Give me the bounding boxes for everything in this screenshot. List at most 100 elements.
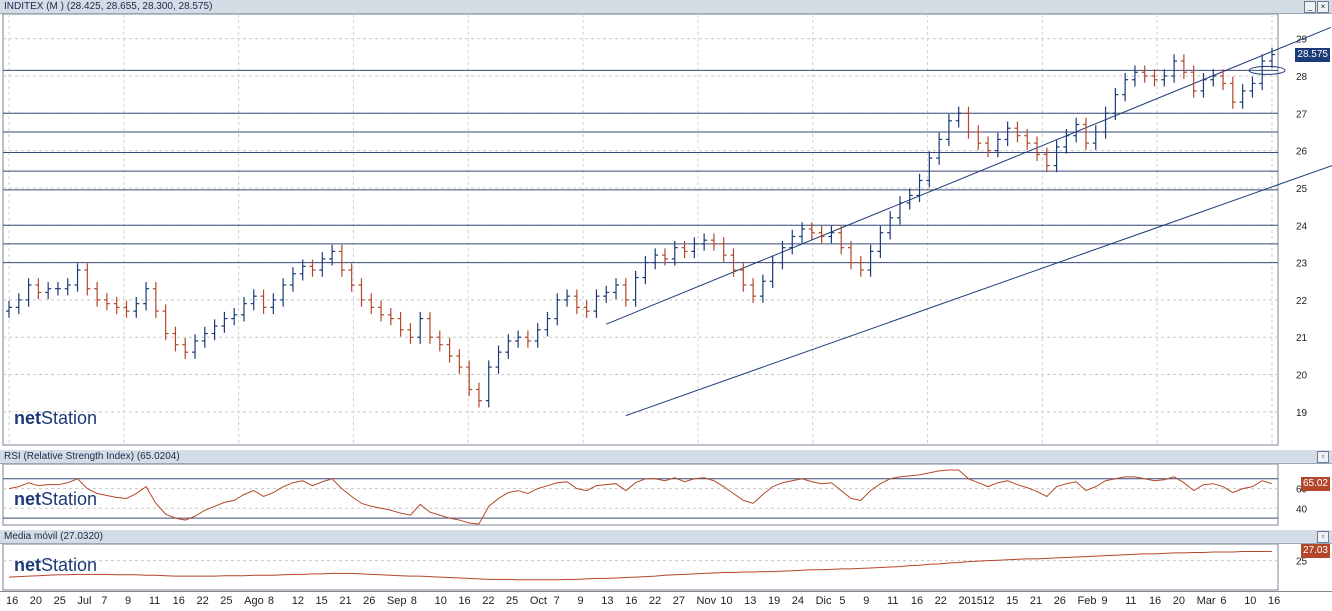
series-line <box>8 550 1273 581</box>
rsi-last-tag: 65.02 <box>1300 476 1330 491</box>
date-axis-label: 16 <box>6 595 19 607</box>
date-axis-label: 10 <box>720 595 733 607</box>
date-axis-label: 19 <box>767 595 781 607</box>
price-y-tick: 22 <box>1296 296 1308 307</box>
date-axis-label: 25 <box>220 595 233 607</box>
ma-panel-title: Media móvil (27.0320) <box>4 531 103 542</box>
date-axis-label: 25 <box>53 595 66 607</box>
date-axis-label: 7 <box>101 595 108 607</box>
date-axis: 16 20 25 Jul 7 9 11 16 22 25 Ago 8 12 15 21 26 Sep 8 10 16 2… <box>0 591 1332 611</box>
date-axis-label: 8 <box>267 595 275 607</box>
price-panel-title: INDITEX (M ) (28.425, 28.655, 28.300, 28… <box>4 1 213 12</box>
ma-last-tag: 27.03 <box>1300 544 1330 558</box>
panel-y-tick: 40 <box>1296 504 1308 515</box>
close-button[interactable]: × <box>1317 1 1329 13</box>
date-axis-label: 21 <box>1029 595 1043 607</box>
date-axis-label: 22 <box>648 595 662 607</box>
ma-restore-button[interactable]: ▫ <box>1317 531 1329 543</box>
minimize-button[interactable]: _ <box>1304 1 1316 13</box>
date-axis-label: Dic <box>815 595 832 607</box>
date-axis-label: 12 <box>291 595 304 607</box>
date-axis-label: 16 <box>625 595 638 607</box>
price-bg <box>0 14 1332 446</box>
price-chart[interactable]: 19 20 21 22 23 24 25 26 27 28 29 <box>0 14 1332 446</box>
netstation-logo-rsi: netStation <box>14 489 97 510</box>
date-axis-label: 7 <box>553 595 560 607</box>
price-y-tick: 21 <box>1296 333 1308 344</box>
rsi-restore-button[interactable]: ▫ <box>1317 451 1329 463</box>
price-y-tick: 19 <box>1296 408 1308 419</box>
panel-bg <box>0 464 1332 526</box>
date-axis-label: 9 <box>125 595 132 607</box>
date-axis-label: 9 <box>863 595 870 607</box>
logo-net: net <box>14 489 41 509</box>
date-axis-label: 13 <box>601 595 614 607</box>
date-axis-label: 21 <box>339 595 352 607</box>
price-y-tick: 24 <box>1296 221 1308 232</box>
date-axis-label: 10 <box>434 595 447 607</box>
price-y-tick: 25 <box>1296 184 1308 195</box>
panel-frame <box>2 544 1279 591</box>
panel-frame <box>2 464 1279 526</box>
netstation-logo: netStation <box>14 408 97 429</box>
series-line <box>8 469 1273 525</box>
price-y-tick: 28 <box>1296 72 1308 83</box>
date-axis-label: 27 <box>672 595 685 607</box>
logo-station: Station <box>41 408 98 428</box>
last-price-tag: 28.575 <box>1295 47 1330 62</box>
date-axis-label: 16 <box>1268 595 1281 607</box>
panel-bg <box>0 544 1332 591</box>
date-axis-label: Mar <box>1196 595 1216 607</box>
logo-station: Station <box>41 555 98 575</box>
date-axis-label: 6 <box>1220 595 1227 607</box>
date-axis-label: 11 <box>148 595 161 607</box>
date-axis-label: 9 <box>577 595 584 607</box>
rsi-chart[interactable]: 4060 <box>0 464 1332 526</box>
date-axis-label: Jul <box>77 595 92 607</box>
date-axis-label: Feb <box>1077 595 1097 607</box>
price-y-tick: 20 <box>1296 371 1308 382</box>
rsi-panel-title: RSI (Relative Strength Index) (65.0204) <box>4 451 180 462</box>
price-y-tick: 23 <box>1296 259 1308 270</box>
price-frame <box>2 14 1279 446</box>
date-axis-label: 20 <box>29 595 43 607</box>
price-marker-ellipse <box>1248 65 1286 75</box>
date-axis-label: 16 <box>910 595 924 607</box>
date-axis-label: Oct <box>529 595 547 607</box>
price-y-tick: 26 <box>1296 147 1308 158</box>
price-y-tick: 29 <box>1296 35 1308 46</box>
date-axis-label: 5 <box>839 595 846 607</box>
date-axis-label: 12 <box>982 595 995 607</box>
logo-net: net <box>14 408 41 428</box>
channel-lower-line <box>625 165 1332 417</box>
date-axis-label: Nov <box>696 595 717 607</box>
ma-panel-titlebar: Media móvil (27.0320) ▫ <box>0 530 1332 544</box>
date-axis-label: 16 <box>172 595 185 607</box>
date-axis-label: 26 <box>1053 595 1066 607</box>
date-axis-label: 16 <box>1148 595 1162 607</box>
date-axis-label: 24 <box>791 595 805 607</box>
date-axis-label: 26 <box>363 595 376 607</box>
date-axis-label: 9 <box>1101 595 1108 607</box>
channel-upper-line <box>606 27 1331 325</box>
date-axis-label: 13 <box>744 595 757 607</box>
date-axis-label: 11 <box>1125 595 1137 607</box>
ma-chart[interactable]: 25 <box>0 544 1332 591</box>
date-axis-label: 15 <box>315 595 328 607</box>
date-axis-label: 22 <box>934 595 947 607</box>
netstation-logo-ma: netStation <box>14 555 97 576</box>
date-axis-label: 10 <box>1244 595 1257 607</box>
date-axis-label: Sep <box>386 595 407 607</box>
date-axis-label: 16 <box>458 595 471 607</box>
panel-y-tick: 25 <box>1296 557 1308 568</box>
date-axis-label: 11 <box>887 595 899 607</box>
date-axis-label: 2015 <box>958 595 983 607</box>
date-axis-label: Ago <box>244 595 264 607</box>
price-panel-titlebar: INDITEX (M ) (28.425, 28.655, 28.300, 28… <box>0 0 1332 14</box>
price-y-tick: 27 <box>1296 109 1308 120</box>
rsi-panel-titlebar: RSI (Relative Strength Index) (65.0204) … <box>0 450 1332 464</box>
date-axis-label: 15 <box>1006 595 1019 607</box>
logo-station: Station <box>41 489 98 509</box>
logo-net: net <box>14 555 41 575</box>
date-axis-label: 20 <box>1172 595 1185 607</box>
